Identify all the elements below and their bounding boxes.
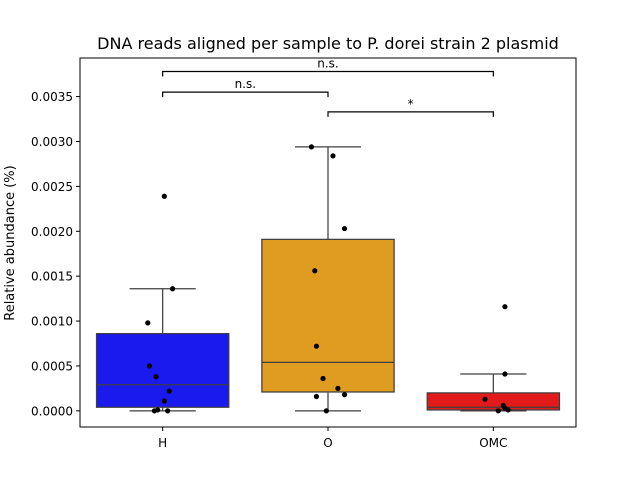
plot-area: 0.0000 0.0005 0.0010 0.0015 0.0020 0.0025 0.00… (31, 56, 577, 450)
y-tick-label: 0.0010 (31, 315, 73, 329)
data-point (145, 320, 151, 326)
y-tick-label: 0.0035 (31, 90, 73, 104)
data-point (313, 343, 320, 349)
chart-title: DNA reads aligned per sample to P. dorei… (97, 34, 559, 53)
data-point (500, 402, 506, 409)
y-tick-label: 0.0005 (31, 359, 73, 373)
data-point (502, 304, 508, 310)
y-tick-label: 0.0025 (31, 180, 73, 194)
box-h (95, 333, 230, 408)
data-point (320, 375, 326, 382)
y-tick-label: 0.0030 (31, 135, 73, 149)
data-point (308, 144, 315, 150)
data-point (330, 153, 336, 159)
data-point (166, 388, 172, 394)
y-tick-label: 0.0020 (31, 225, 73, 239)
significance-bracket (162, 91, 329, 98)
data-point (161, 193, 167, 199)
data-point (312, 268, 318, 274)
significance-bracket (162, 70, 494, 77)
x-tick-label: OMC (479, 436, 507, 450)
box-o (261, 238, 395, 393)
significance-label: n.s. (235, 77, 257, 91)
significance-label: n.s. (317, 56, 339, 70)
box-omc (426, 392, 561, 411)
data-point (502, 371, 508, 377)
data-point (155, 407, 161, 413)
data-point (335, 385, 341, 391)
data-point (323, 408, 329, 414)
data-point (146, 363, 153, 369)
x-tick-label: H (158, 436, 167, 450)
data-point (495, 408, 501, 414)
y-tick-label: 0.0000 (31, 404, 73, 418)
data-point (153, 374, 159, 380)
data-point (161, 398, 167, 404)
significance-bracket (327, 111, 494, 117)
x-tick-label: O (323, 436, 332, 450)
y-tick-label: 0.0015 (31, 270, 73, 284)
data-point (482, 396, 488, 402)
significance-label: * (408, 97, 414, 111)
data-point (169, 286, 176, 292)
data-point (165, 408, 171, 414)
data-point (313, 393, 320, 400)
y-axis-label: Relative abundance (%) (3, 165, 18, 321)
data-point (341, 392, 348, 398)
data-point (341, 225, 348, 232)
